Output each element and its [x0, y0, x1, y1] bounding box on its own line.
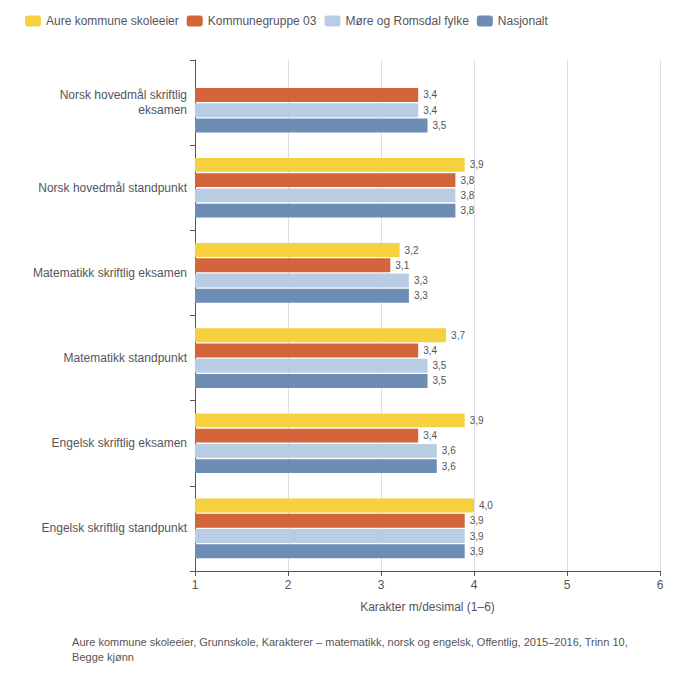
svg-text:3,8: 3,8 [460, 175, 474, 186]
svg-text:Engelsk skriftlig standpunkt: Engelsk skriftlig standpunkt [42, 521, 188, 535]
svg-text:3,8: 3,8 [460, 190, 474, 201]
svg-text:6: 6 [657, 578, 664, 592]
svg-text:1: 1 [192, 578, 199, 592]
svg-text:Matematikk skriftlig eksamen: Matematikk skriftlig eksamen [33, 266, 187, 280]
svg-text:Aure kommune skoleeier: Aure kommune skoleeier [46, 14, 179, 28]
svg-text:Begge kjønn: Begge kjønn [72, 651, 134, 663]
svg-text:3: 3 [378, 578, 385, 592]
svg-text:3,3: 3,3 [414, 275, 428, 286]
svg-text:Matematikk standpunkt: Matematikk standpunkt [64, 351, 188, 365]
svg-text:4: 4 [471, 578, 478, 592]
svg-text:5: 5 [564, 578, 571, 592]
svg-text:3,9: 3,9 [470, 546, 484, 557]
svg-text:eksamen: eksamen [138, 103, 187, 117]
svg-text:Nasjonalt: Nasjonalt [498, 14, 549, 28]
svg-text:Møre og Romsdal fylke: Møre og Romsdal fylke [345, 14, 469, 28]
svg-text:3,3: 3,3 [414, 290, 428, 301]
svg-text:3,9: 3,9 [470, 415, 484, 426]
svg-text:3,9: 3,9 [470, 515, 484, 526]
svg-text:3,5: 3,5 [433, 120, 447, 131]
svg-text:Engelsk skriftlig eksamen: Engelsk skriftlig eksamen [52, 436, 187, 450]
svg-text:3,7: 3,7 [451, 330, 465, 341]
svg-text:3,4: 3,4 [423, 430, 437, 441]
svg-text:Kommunegruppe 03: Kommunegruppe 03 [208, 14, 317, 28]
svg-text:3,4: 3,4 [423, 89, 437, 100]
svg-text:3,9: 3,9 [470, 531, 484, 542]
svg-text:3,5: 3,5 [433, 360, 447, 371]
svg-text:Aure kommune skoleeier, Grunns: Aure kommune skoleeier, Grunnskole, Kara… [72, 636, 628, 648]
svg-text:3,2: 3,2 [405, 245, 419, 256]
svg-text:3,8: 3,8 [460, 205, 474, 216]
svg-text:4,0: 4,0 [479, 500, 493, 511]
svg-text:3,9: 3,9 [470, 159, 484, 170]
svg-text:3,4: 3,4 [423, 105, 437, 116]
svg-text:3,6: 3,6 [442, 461, 456, 472]
svg-text:3,4: 3,4 [423, 345, 437, 356]
svg-text:Norsk hovedmål skriftlig: Norsk hovedmål skriftlig [60, 88, 187, 102]
svg-text:3,5: 3,5 [433, 375, 447, 386]
svg-text:3,6: 3,6 [442, 445, 456, 456]
svg-text:3,1: 3,1 [395, 260, 409, 271]
svg-text:Karakter m/desimal (1–6): Karakter m/desimal (1–6) [360, 600, 495, 614]
svg-text:2: 2 [285, 578, 292, 592]
svg-text:Norsk hovedmål standpunkt: Norsk hovedmål standpunkt [38, 181, 187, 195]
